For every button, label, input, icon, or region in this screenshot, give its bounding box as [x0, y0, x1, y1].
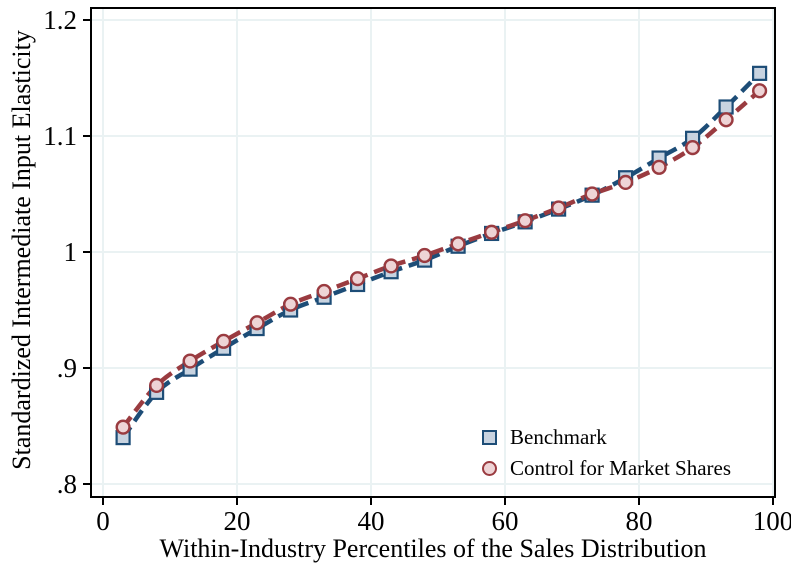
data-point-control [617, 174, 634, 191]
legend-label-benchmark: Benchmark [510, 425, 607, 449]
data-point-control [684, 140, 701, 156]
x-tick-label: 20 [224, 506, 251, 536]
data-point-control [718, 112, 734, 128]
x-tick-label: 0 [96, 506, 110, 536]
data-point-control [517, 213, 533, 229]
x-tick-label: 100 [753, 506, 791, 536]
data-point-control [149, 377, 165, 394]
legend: Benchmark Control for Market Shares [482, 424, 731, 481]
data-point-control [383, 258, 399, 274]
legend-item-control: Control for Market Shares [482, 455, 731, 481]
x-axis-title: Within-Industry Percentiles of the Sales… [159, 534, 707, 563]
y-tick-label: .9 [57, 353, 77, 383]
control-circle-marker-icon [482, 460, 497, 476]
x-tick-label: 40 [358, 506, 385, 536]
data-point-control [182, 353, 198, 369]
x-tick-label: 60 [492, 506, 519, 536]
series-fit-lines [121, 71, 762, 439]
data-point-control [651, 159, 667, 175]
tick-labels: 0 20 40 60 80 100 .8 .9 1 1.1 1.2 [43, 5, 791, 536]
data-point-control [584, 186, 600, 202]
data-point-control [550, 200, 567, 216]
y-tick-label: 1.1 [43, 121, 77, 151]
data-point-control [283, 296, 299, 312]
legend-label-control: Control for Market Shares [510, 456, 732, 480]
data-point-control [249, 315, 265, 331]
data-point-control [417, 247, 433, 264]
data-point-control [751, 83, 768, 99]
axis-ticks [83, 19, 774, 505]
fit-line-benchmark [121, 71, 762, 439]
data-point-control [484, 224, 500, 240]
benchmark-square-marker-icon [482, 429, 497, 445]
data-point-control [216, 333, 232, 349]
data-point-control [115, 419, 131, 435]
y-tick-label: 1 [64, 237, 78, 267]
y-tick-label: 1.2 [43, 5, 77, 35]
data-point-benchmark [751, 65, 768, 81]
fit-line-control [121, 89, 762, 429]
data-point-benchmark [718, 99, 734, 115]
series-markers [115, 65, 768, 446]
data-point-control [316, 283, 332, 300]
data-point-control [350, 271, 366, 287]
y-axis-title: Standardized Intermediate Input Elastici… [7, 30, 36, 470]
y-tick-label: .8 [57, 469, 77, 499]
x-tick-label: 80 [626, 506, 653, 536]
legend-item-benchmark: Benchmark [482, 424, 731, 450]
data-point-control [450, 236, 466, 252]
